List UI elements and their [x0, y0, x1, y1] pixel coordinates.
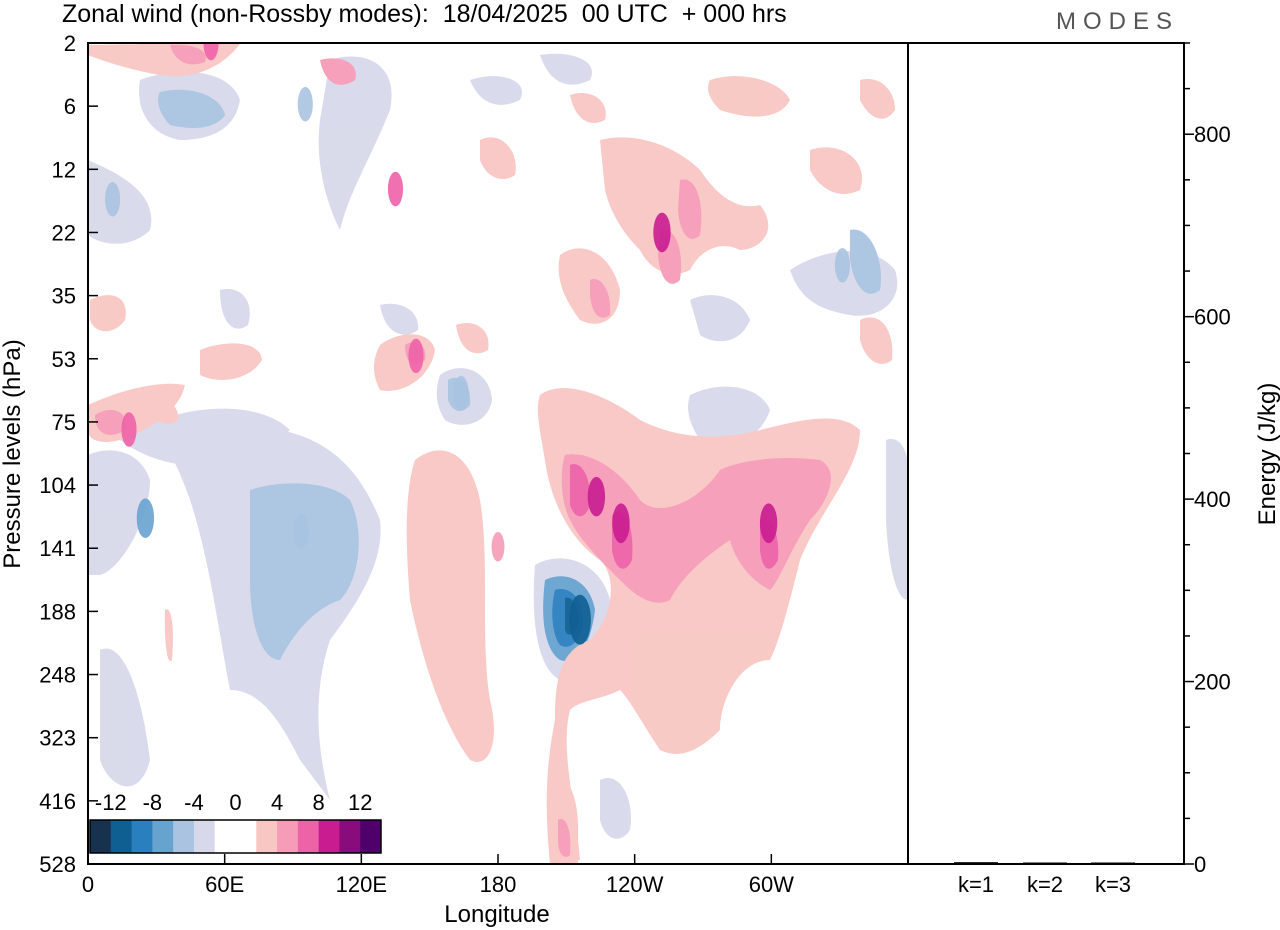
colorbar-swatch: [235, 820, 257, 853]
energy-tick-label: 200: [1194, 670, 1231, 695]
energy-panel-frame: [907, 42, 1185, 865]
modes-logo: MODES: [1056, 8, 1180, 35]
colorbar-swatch: [152, 820, 174, 853]
y-tick-label: 188: [39, 599, 76, 624]
x-tick-label: 120W: [606, 872, 664, 897]
heatmap-feature: [203, 43, 219, 61]
colorbar-swatch: [90, 820, 112, 853]
colorbar-label: -12: [95, 790, 127, 815]
y-tick-label: 141: [39, 536, 76, 561]
energy-bars: k=1 k=2 k=3: [954, 862, 1135, 897]
y-tick-label: 528: [39, 852, 76, 877]
colorbar-swatch: [193, 820, 216, 853]
colorbar-label: 12: [348, 790, 372, 815]
y-tick-label: 75: [52, 410, 76, 435]
y-axis-label: Pressure levels (hPa): [0, 339, 26, 568]
x-axis-label: Longitude: [444, 901, 549, 928]
colorbar-swatch: [297, 820, 320, 853]
heatmap-feature: [105, 182, 121, 217]
y-tick-label: 12: [52, 157, 76, 182]
x-tick-label: 0: [82, 872, 94, 897]
energy-category-label: k=3: [1095, 872, 1131, 897]
heatmap-feature: [293, 514, 309, 549]
heatmap-feature: [759, 503, 778, 544]
heatmap-features: [105, 43, 850, 645]
y-tick-label: 323: [39, 726, 76, 751]
chart-title: Zonal wind (non-Rossby modes): 18/04/202…: [62, 0, 787, 28]
colorbar: -12 -8 -4 0 4 8 12: [89, 790, 382, 854]
heatmap-feature: [569, 594, 591, 645]
colorbar-swatch: [360, 820, 382, 853]
pressure-axis: 2 6 12 22 35 53 75 104 141 188 248 323 416 528: [39, 31, 98, 877]
energy-tick-label: 800: [1194, 122, 1231, 147]
x-tick-label: 60E: [205, 872, 244, 897]
colorbar-swatch: [277, 820, 299, 853]
colorbar-label: 8: [313, 790, 325, 815]
heatmap-feature: [121, 412, 137, 447]
energy-category-label: k=1: [958, 872, 994, 897]
heatmap-feature: [297, 86, 313, 122]
colorbar-swatch: [256, 820, 278, 853]
heatmap-feature: [453, 375, 469, 411]
colorbar-label: -8: [143, 790, 163, 815]
heatmap-field: [88, 43, 908, 864]
x-tick-label: 120E: [336, 872, 387, 897]
colorbar-swatch: [110, 820, 133, 853]
energy-bar: [1023, 862, 1067, 864]
heatmap-feature: [834, 247, 850, 283]
energy-tick-label: 400: [1194, 487, 1231, 512]
colorbar-swatch: [318, 820, 340, 853]
heatmap-feature: [136, 498, 155, 539]
heatmap-feature: [387, 171, 404, 207]
y-tick-label: 35: [52, 284, 76, 309]
x-tick-label: 60W: [749, 872, 794, 897]
heatmap-feature: [491, 532, 505, 562]
energy-bar: [954, 862, 998, 864]
colorbar-swatch: [214, 820, 236, 853]
y-tick-label: 53: [52, 347, 76, 372]
colorbar-swatch: [339, 820, 361, 853]
heatmap-feature: [653, 212, 671, 253]
energy-tick-label: 0: [1194, 852, 1206, 877]
colorbar-label: 0: [229, 790, 241, 815]
y-tick-label: 416: [39, 789, 76, 814]
colorbar-label: -4: [184, 790, 204, 815]
heatmap-feature: [587, 476, 606, 517]
y-tick-label: 6: [64, 94, 76, 119]
colorbar-label: 4: [271, 790, 283, 815]
colorbar-swatch: [131, 820, 153, 853]
x-tick-label: 180: [480, 872, 517, 897]
y-tick-label: 104: [39, 473, 76, 498]
energy-category-label: k=2: [1027, 872, 1063, 897]
heatmap-feature: [612, 503, 630, 544]
energy-axis-label: Energy (J/kg): [1254, 383, 1280, 526]
longitude-axis: 0 60E 120E 180 120W 60W: [82, 854, 794, 897]
energy-bar: [1091, 862, 1135, 864]
heatmap-feature: [408, 338, 424, 374]
energy-tick-label: 600: [1194, 305, 1231, 330]
colorbar-frame: [89, 819, 382, 854]
y-tick-label: 248: [39, 663, 76, 688]
energy-axis: 0 200 400 600 800: [1184, 42, 1231, 877]
y-tick-label: 22: [52, 220, 76, 245]
colorbar-swatch: [173, 820, 195, 853]
y-tick-label: 2: [64, 31, 76, 56]
